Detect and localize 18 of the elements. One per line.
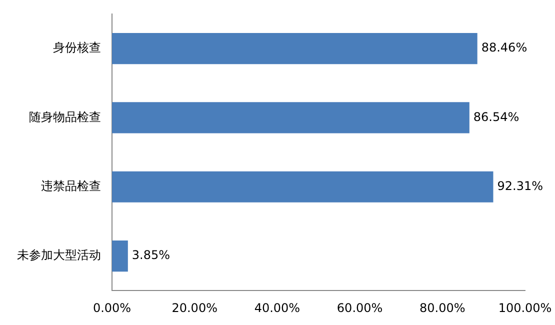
x-tick-label: 80.00% [420, 300, 466, 315]
bar [112, 33, 478, 64]
x-tick-label: 20.00% [172, 300, 218, 315]
y-tick-label: 随身物品检查 [29, 110, 101, 124]
x-tick-label: 40.00% [254, 300, 300, 315]
y-tick-label: 违禁品检查 [41, 179, 101, 193]
bar [112, 102, 470, 134]
bar [112, 240, 128, 272]
x-tick-label: 0.00% [92, 300, 132, 315]
y-tick-label: 身份核查 [53, 40, 101, 55]
x-tick-label: 100.00% [498, 300, 552, 315]
bar [112, 171, 494, 202]
data-label: 86.54% [473, 110, 520, 124]
data-label: 92.31% [497, 179, 544, 193]
x-tick-label: 60.00% [336, 300, 383, 315]
data-label: 3.85% [132, 248, 170, 262]
y-tick-label: 未参加大型活动 [17, 248, 101, 262]
data-label: 88.46% [481, 40, 528, 55]
